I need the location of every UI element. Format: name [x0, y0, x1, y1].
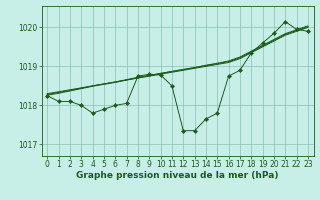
X-axis label: Graphe pression niveau de la mer (hPa): Graphe pression niveau de la mer (hPa)	[76, 171, 279, 180]
